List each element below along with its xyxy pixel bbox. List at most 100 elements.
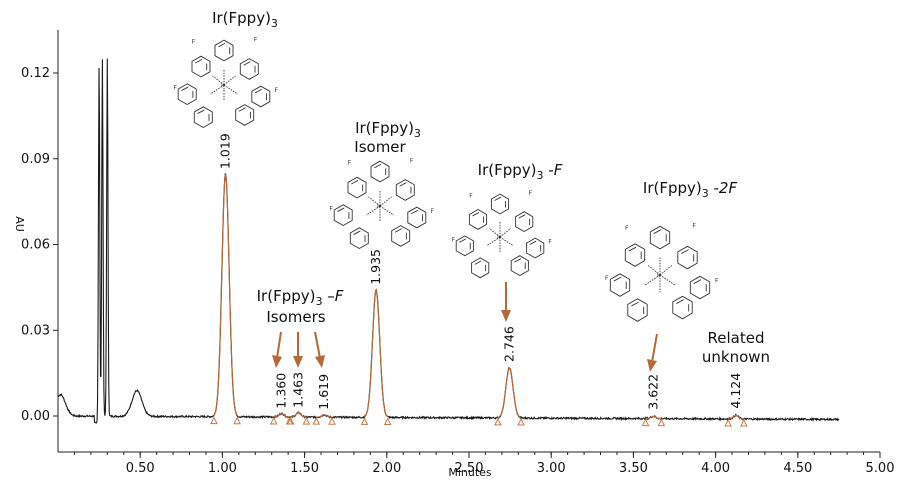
svg-text:Ir: Ir — [497, 234, 502, 241]
integration-marker — [740, 418, 748, 427]
x-tick-label: 0.50 — [126, 461, 155, 476]
annotation-minusFiso-line2: Isomers — [266, 308, 325, 326]
peak-layer — [210, 173, 748, 427]
peak-label: 4.124 — [728, 373, 743, 409]
annotation-main: Ir(Fppy)3 — [212, 9, 278, 30]
x-axis-title: Minutes — [448, 466, 492, 479]
x-tick-label: 4.50 — [783, 461, 812, 476]
peak-label: 1.463 — [291, 372, 306, 408]
svg-text:Ir(Fppy)3 -F: Ir(Fppy)3 -F — [478, 161, 563, 182]
annotation-minusFiso-sub: 3 — [315, 295, 322, 308]
svg-text:Ir(Fppy)3 -2F: Ir(Fppy)3 -2F — [643, 179, 738, 200]
annotation-minus2F-suffix: -2F — [709, 179, 738, 197]
peak-4.124 — [724, 414, 748, 427]
annotation-related-line2: unknown — [702, 348, 770, 366]
integration-marker — [724, 418, 732, 427]
x-tick-label: 4.00 — [701, 461, 730, 476]
arrow-iso-3 — [314, 331, 325, 368]
integration-marker — [328, 417, 336, 425]
arrow-minusF — [501, 282, 511, 322]
integration-marker — [233, 416, 241, 425]
peak-1.019 — [210, 173, 241, 425]
annotation-minusF-suffix: -F — [544, 161, 563, 179]
arrow-iso-2 — [293, 332, 303, 368]
peak-outline — [645, 415, 662, 420]
svg-text:Ir: Ir — [221, 82, 226, 89]
annotation-isomer-text: Ir(Fppy) — [355, 119, 414, 137]
peak-outline — [316, 414, 333, 418]
peak-label: 3.622 — [645, 374, 660, 410]
annotation-isomer-sub: 3 — [414, 127, 421, 140]
peak-label: 1.019 — [218, 133, 233, 169]
svg-text:F: F — [254, 36, 258, 43]
annotation-minusF-isomers: Ir(Fppy)3 –F Isomers — [257, 287, 344, 326]
annotation-minusFiso-suffix: –F — [322, 287, 343, 305]
annotation-minusF-text: Ir(Fppy) — [478, 161, 537, 179]
x-tick-label: 3.00 — [537, 461, 566, 476]
svg-text:F: F — [529, 190, 533, 197]
integration-marker — [210, 416, 218, 425]
peak-label: 2.746 — [501, 326, 516, 362]
molecule-minus2F: Ir F F F F — [605, 223, 719, 322]
peak-outline — [497, 367, 522, 419]
peak-outline — [213, 173, 238, 416]
svg-text:Ir: Ir — [657, 272, 662, 279]
svg-text:Ir(Fppy)3: Ir(Fppy)3 — [212, 9, 278, 30]
peak-1.619 — [312, 414, 336, 425]
peak-2.746 — [494, 367, 525, 426]
svg-text:F: F — [410, 157, 414, 164]
peak-label: 1.935 — [368, 249, 383, 285]
y-tick-label: 0.09 — [21, 152, 50, 167]
x-tick-label: 3.50 — [619, 461, 648, 476]
x-tick-label: 5.00 — [866, 461, 895, 476]
molecule-main: Ir F F F F — [173, 36, 279, 129]
peak-outline — [273, 412, 290, 418]
svg-text:Ir(Fppy)3 –F: Ir(Fppy)3 –F — [257, 287, 344, 308]
x-tick-label: 1.50 — [290, 461, 319, 476]
peak-outline — [364, 288, 389, 418]
arrow-iso-1 — [272, 331, 282, 368]
y-tick-label: 0.03 — [21, 323, 50, 338]
y-tick-label: 0.12 — [21, 66, 50, 81]
integration-marker — [286, 416, 295, 425]
svg-text:Ir(Fppy)3: Ir(Fppy)3 — [355, 119, 421, 140]
arrows — [272, 282, 658, 372]
ticks: 0.50 1.00 1.50 2.00 2.50 3.00 3.50 4.00 4.50 5.00… — [21, 66, 894, 476]
annotation-minus2F: Ir(Fppy)3 -2F — [643, 179, 738, 200]
annotation-main-text: Ir(Fppy) — [212, 9, 271, 27]
peak-outline — [290, 412, 307, 418]
annotation-isomer-line2: Isomer — [354, 138, 406, 156]
y-tick-label: 0.00 — [21, 409, 50, 424]
annotation-minusFiso-text: Ir(Fppy) — [257, 287, 316, 305]
peak-1.935 — [360, 288, 392, 425]
svg-text:F: F — [693, 223, 697, 230]
molecule-minusF: Ir F F F F — [452, 190, 552, 279]
svg-text:F: F — [548, 239, 552, 246]
axes — [57, 30, 880, 453]
svg-text:F: F — [452, 236, 456, 243]
integration-marker — [641, 418, 650, 427]
y-tick-label: 0.06 — [21, 238, 50, 253]
annotation-minus2F-sub: 3 — [702, 187, 709, 200]
y-axis-title: AU — [13, 216, 26, 232]
svg-text:F: F — [275, 87, 279, 94]
chromatogram-trace — [57, 58, 840, 424]
annotation-minusF-sub: 3 — [537, 169, 544, 182]
integration-marker — [517, 417, 525, 426]
x-tick-label: 2.50 — [455, 461, 484, 476]
arrow-minus2F — [647, 333, 658, 372]
peak-label: 1.619 — [316, 374, 331, 410]
svg-text:F: F — [715, 278, 719, 285]
molecule-isomer: Ir F F F F — [329, 157, 435, 250]
svg-text:F: F — [625, 225, 629, 232]
integration-marker — [269, 416, 278, 425]
svg-text:F: F — [192, 39, 196, 46]
peak-label: 1.360 — [274, 373, 289, 409]
trace-layer — [57, 58, 840, 424]
x-tick-label: 1.00 — [208, 461, 237, 476]
svg-text:F: F — [605, 275, 609, 282]
peak-1.463 — [286, 412, 311, 425]
peak-1.360 — [269, 412, 294, 425]
annotation-main-sub: 3 — [271, 17, 278, 30]
integration-marker — [312, 417, 321, 425]
